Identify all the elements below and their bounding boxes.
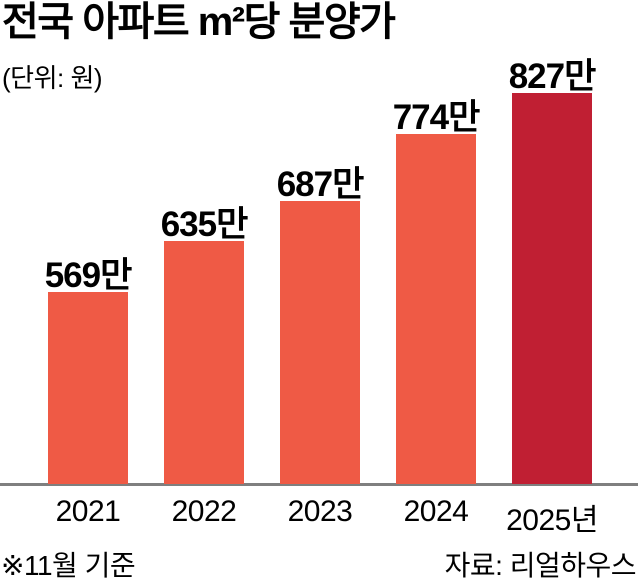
- value-label-2022: 635만: [160, 205, 249, 244]
- x-tick-2025년: 2025년: [506, 504, 598, 537]
- bar-2024: [396, 134, 476, 484]
- bar-2023: [280, 201, 360, 484]
- x-tick-2024: 2024: [403, 495, 469, 528]
- unit-label: (단위: 원): [2, 63, 103, 93]
- footnote: ※11월 기준: [1, 550, 136, 581]
- chart-footer: ※11월 기준 자료: 리얼하우스: [0, 544, 638, 586]
- bar-2022: [164, 241, 244, 484]
- chart-title: 전국 아파트 m²당 분양가: [2, 0, 396, 44]
- value-label-2021: 569만: [44, 256, 133, 295]
- bar-2025년: [512, 93, 592, 484]
- x-tick-2021: 2021: [55, 495, 121, 528]
- value-label-2023: 687만: [276, 165, 365, 204]
- x-axis-line: [0, 483, 638, 486]
- value-label-2024: 774만: [392, 98, 481, 137]
- bar-chart: 569만 2021 635만 2022 687만 2023 774만 2024 827만 2025…: [0, 57, 638, 537]
- x-tick-2023: 2023: [287, 495, 353, 528]
- x-tick-2022: 2022: [171, 495, 237, 528]
- source-credit: 자료: 리얼하우스: [444, 550, 637, 581]
- bar-2021: [48, 292, 128, 484]
- value-label-2025년: 827만: [508, 57, 597, 96]
